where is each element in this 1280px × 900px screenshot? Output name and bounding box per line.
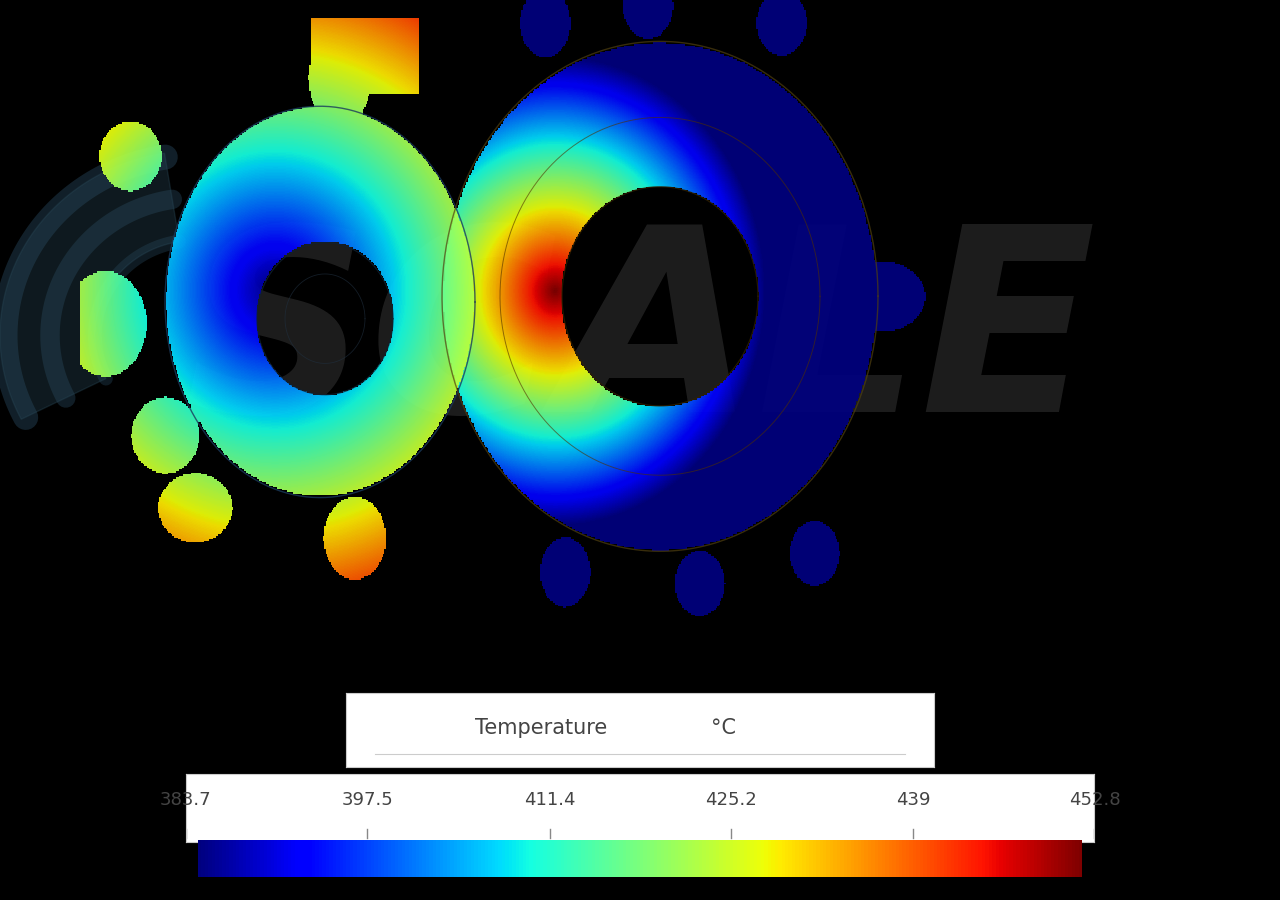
Text: °C: °C (710, 718, 736, 738)
Text: SCALE: SCALE (184, 217, 1096, 465)
Text: Temperature: Temperature (475, 718, 608, 738)
Text: 425.2: 425.2 (705, 790, 758, 808)
Polygon shape (0, 153, 179, 419)
Text: 411.4: 411.4 (524, 790, 576, 808)
Text: 397.5: 397.5 (342, 790, 393, 808)
Text: 439: 439 (896, 790, 931, 808)
Text: 452.8: 452.8 (1069, 790, 1120, 808)
Text: 383.7: 383.7 (160, 790, 211, 808)
